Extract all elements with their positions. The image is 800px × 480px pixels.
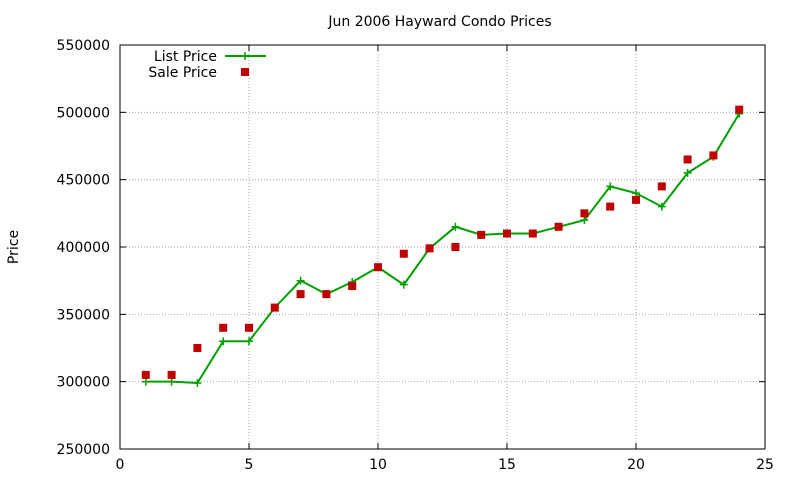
x-tick-label: 20: [627, 457, 645, 473]
list-price-point: [657, 202, 666, 211]
sale-price-point: [322, 290, 331, 299]
x-tick-label: 25: [756, 457, 774, 473]
y-tick-label: 250000: [57, 442, 110, 458]
sale-price-point: [632, 195, 640, 204]
sale-price-point: [580, 209, 589, 218]
sale-price-point: [425, 244, 434, 253]
legend-label-list-price: List Price: [154, 49, 217, 65]
sale-price-point: [683, 155, 692, 164]
y-tick-label: 450000: [57, 173, 110, 189]
sale-price-point: [245, 323, 253, 332]
sale-price-point: [554, 222, 563, 231]
legend-label-sale-price: Sale Price: [148, 65, 217, 81]
sale-price-point: [503, 229, 511, 238]
x-tick-label: 10: [369, 457, 387, 473]
list-price-point: [399, 280, 408, 289]
list-price-point: [245, 337, 253, 346]
sale-price-point: [296, 290, 305, 299]
list-price-point: [219, 337, 228, 346]
series-layer: [141, 105, 744, 388]
x-tick-label: 15: [498, 457, 516, 473]
x-tick-label: 0: [116, 457, 125, 473]
list-price-point: [632, 189, 640, 198]
y-tick-label: 400000: [57, 240, 110, 256]
sale-price-point: [606, 202, 615, 211]
grid: [120, 45, 765, 449]
list-price-line: [145, 113, 741, 385]
sale-price-point: [451, 243, 460, 251]
chart-title: Jun 2006 Hayward Condo Prices: [327, 14, 551, 30]
list-price-point: [296, 276, 305, 285]
plot-frame: [119, 44, 766, 450]
y-tick-label: 300000: [57, 375, 110, 391]
sale-price-point: [193, 344, 202, 352]
legend-marker-sale-price: [241, 68, 249, 76]
y-tick-label: 550000: [57, 38, 110, 54]
legend-marker-list-price: [241, 52, 249, 60]
list-price-point: [141, 377, 150, 386]
sale-price-point: [528, 229, 537, 238]
sale-price-point: [219, 323, 228, 332]
sale-price-point: [167, 370, 176, 379]
list-price-point: [580, 216, 589, 225]
axis-ticks: 0 5 10 15 20 25 250000 300000 350000 400000 450000…: [57, 38, 774, 473]
sale-price-point: [477, 230, 486, 239]
sale-price-point: [709, 151, 718, 160]
list-price-point: [683, 168, 692, 177]
list-price-point: [193, 379, 202, 388]
y-tick-label: 350000: [57, 307, 110, 323]
sale-price-point: [657, 182, 666, 191]
sale-price-point: [348, 282, 357, 291]
x-tick-label: 5: [245, 457, 254, 473]
list-price-point: [167, 377, 176, 386]
sale-price-point: [735, 105, 744, 114]
sale-price-point: [270, 303, 279, 312]
y-axis-label: Price: [6, 230, 22, 264]
list-price-point: [606, 182, 615, 191]
sale-price-point: [141, 370, 150, 379]
sale-price-point: [374, 263, 382, 272]
list-price-point: [451, 222, 460, 231]
sale-price-point: [399, 249, 408, 258]
y-tick-label: 500000: [57, 105, 110, 121]
